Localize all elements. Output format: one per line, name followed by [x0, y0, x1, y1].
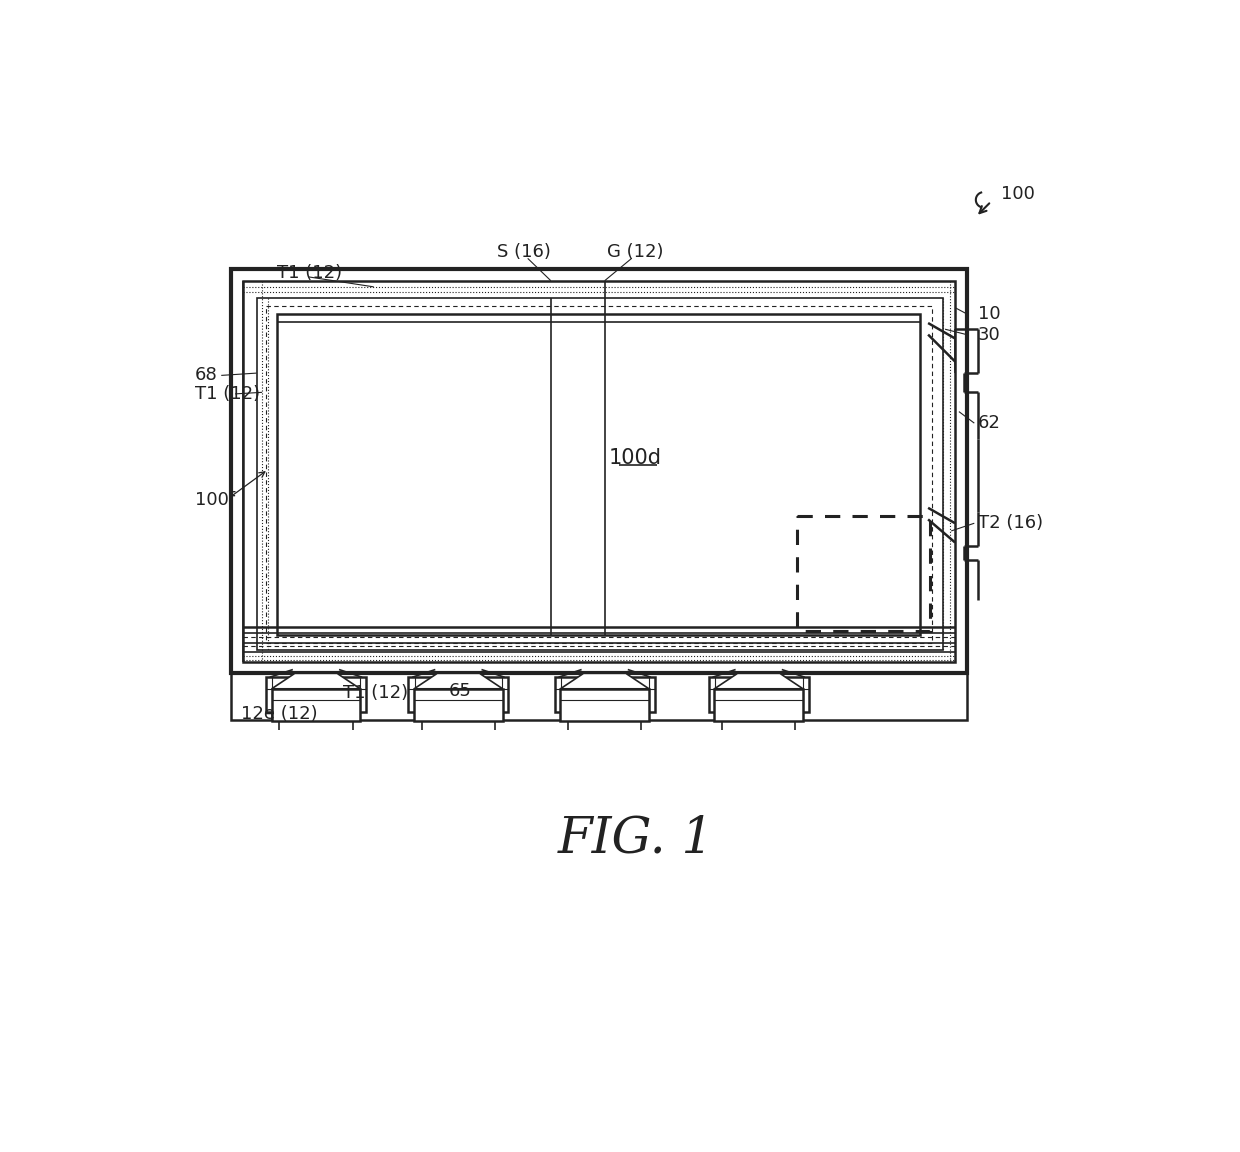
Text: 68: 68	[195, 366, 218, 385]
Text: 12e (12): 12e (12)	[242, 705, 317, 723]
Text: FIG. 1: FIG. 1	[557, 814, 714, 864]
Text: 100f: 100f	[195, 491, 236, 509]
Polygon shape	[560, 689, 649, 721]
Polygon shape	[560, 674, 649, 689]
Text: 30: 30	[978, 326, 1001, 343]
Polygon shape	[272, 674, 361, 689]
Polygon shape	[272, 689, 361, 721]
Text: 10: 10	[978, 305, 1001, 323]
Text: 62: 62	[978, 414, 1001, 432]
Polygon shape	[714, 689, 804, 721]
Text: 100: 100	[1001, 184, 1035, 203]
Text: T1 (12): T1 (12)	[343, 683, 408, 702]
Text: T1 (12): T1 (12)	[278, 264, 342, 282]
Text: T1 (12): T1 (12)	[195, 385, 260, 403]
Polygon shape	[414, 674, 502, 689]
Text: G (12): G (12)	[608, 243, 663, 262]
Polygon shape	[414, 689, 502, 721]
Text: 65: 65	[449, 682, 472, 700]
Polygon shape	[714, 674, 804, 689]
Text: S (16): S (16)	[497, 243, 551, 262]
Text: T2 (16): T2 (16)	[978, 514, 1043, 532]
Text: 100d: 100d	[609, 448, 662, 468]
